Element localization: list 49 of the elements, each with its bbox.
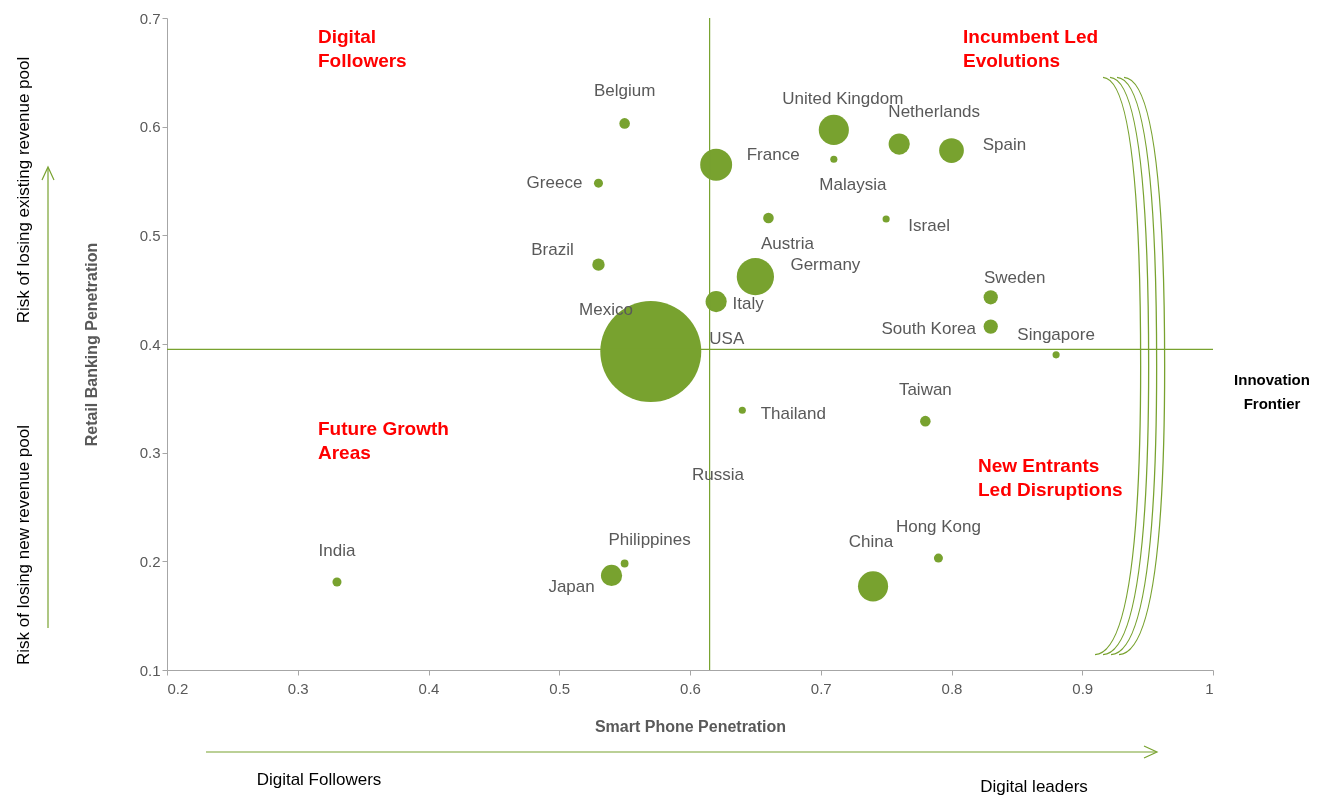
series-label: Taiwan [898,380,952,400]
annotation: Future Growth Areas [318,418,449,463]
series-label: Israel [908,216,950,236]
x-tick-label: 0.9 [1072,679,1094,697]
series-label: France [746,144,800,164]
series-label: Thailand [760,404,826,424]
series-label: Belgium [593,81,656,101]
y-tick-label: 0.2 [139,552,161,570]
x-tick-label: 0.6 [680,679,701,697]
y-axis-title: Retail Banking Penetration [82,242,100,447]
y-tick-label: 0.6 [139,118,161,136]
x-axis-title: Smart Phone Penetration [594,717,787,735]
series-label: South Korea [881,318,977,338]
series-label: Philippines [608,529,691,549]
series-label: United Kingdom [782,88,904,108]
text: Digital leaders [980,777,1088,796]
x-tick-label: 0.2 [167,679,189,697]
y-tick-label: 0.4 [139,335,161,353]
series-label: China [848,532,894,552]
x-tick-label: 0.5 [549,679,571,697]
annotation: Incumbent Led Evolutions [963,26,1099,71]
series-label: Singapore [1017,324,1095,344]
x-tick-label: 0.8 [941,679,963,697]
series-label: Germany [790,254,861,274]
text: Digital Followers [256,770,382,789]
text: Risk of losing existing revenue pool [14,56,33,324]
y-tick-label: 0.3 [139,444,161,462]
annotation: Digital Followers [318,26,407,71]
x-tick-label: 0.3 [287,679,309,697]
text: Risk of losing new revenue pool [14,424,33,666]
series-label: Brazil [531,239,574,259]
series-label: Italy [732,293,765,313]
y-tick-label: 0.7 [139,9,161,27]
series-label: Spain [982,134,1027,154]
y-tick-label: 0.5 [139,226,161,244]
series-label: Hong Kong [895,517,981,537]
series-label: Sweden [984,268,1046,288]
annotation: New Entrants Led Disruptions [978,455,1123,500]
x-tick-label: 0.4 [418,679,440,697]
series-label: Austria [760,233,815,253]
x-tick-label: 0.7 [810,679,832,697]
series-label: Greece [526,173,583,193]
text: Innovation Frontier [1234,371,1310,412]
series-label: India [318,540,356,560]
series-label: USA [709,328,745,348]
series-label: Malaysia [819,175,887,195]
series-label: Japan [548,577,595,597]
y-tick-label: 0.1 [139,661,161,679]
x-tick-label: 1 [1205,679,1214,697]
